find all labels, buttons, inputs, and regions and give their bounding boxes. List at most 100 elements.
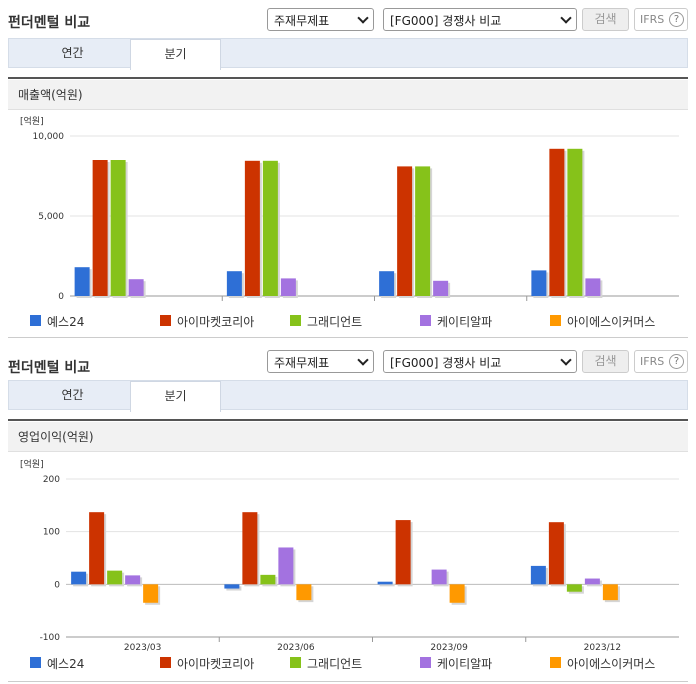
bar xyxy=(397,166,413,296)
search-button[interactable]: 검색 xyxy=(582,8,629,31)
bar xyxy=(548,522,564,585)
bar xyxy=(74,267,90,296)
compare-select[interactable]: [FG000] 경쟁사 비교 xyxy=(383,350,577,373)
bar xyxy=(431,569,447,585)
bar xyxy=(549,148,565,296)
legend-swatch xyxy=(550,315,561,326)
legend-swatch xyxy=(30,657,41,668)
operating-profit-chart: [억원] -100 0 100 200 2023/03 2023/06 2023/09 2023… xyxy=(20,458,679,653)
bar xyxy=(92,160,108,296)
bar xyxy=(71,571,87,585)
bar xyxy=(530,565,546,585)
bar xyxy=(433,280,449,296)
bar xyxy=(89,512,105,585)
search-button[interactable]: 검색 xyxy=(582,350,629,373)
legend-label: 예스24 xyxy=(47,657,85,671)
compare-select-value: [FG000] 경쟁사 비교 xyxy=(390,356,502,370)
legend-label: 케이티알파 xyxy=(437,657,493,671)
legend-label: 아이마켓코리아 xyxy=(177,315,255,329)
x-tick-label: 2023/12 xyxy=(584,643,621,653)
bar xyxy=(224,584,240,589)
toolbar: 펀더멘털 비교 주재무제표 [FG000] 경쟁사 비교 검색 IFRS ? xyxy=(0,341,696,376)
tab-quarterly[interactable]: 분기 xyxy=(130,381,221,412)
period-tabs: 연간 분기 xyxy=(8,38,688,70)
bar xyxy=(585,278,601,296)
bar xyxy=(377,581,393,585)
bar xyxy=(296,584,312,601)
bar xyxy=(242,512,258,585)
divider xyxy=(8,681,688,682)
subject-select[interactable]: 주재무제표 xyxy=(267,8,374,31)
bar xyxy=(110,160,126,296)
bar-shadow xyxy=(379,583,395,587)
legend-swatch xyxy=(290,315,301,326)
legend-swatch xyxy=(420,315,431,326)
legend-swatch xyxy=(290,657,301,668)
subject-select-value: 주재무제표 xyxy=(274,356,330,370)
bar xyxy=(143,584,159,603)
legend-swatch xyxy=(160,657,171,668)
bar xyxy=(531,270,547,296)
legend-label: 아이에스이커머스 xyxy=(567,315,656,329)
bar xyxy=(379,271,395,296)
y-tick-label: 200 xyxy=(43,475,60,485)
bar xyxy=(262,160,278,296)
bar xyxy=(260,574,276,585)
bar xyxy=(226,271,242,296)
legend-label: 케이티알파 xyxy=(437,315,493,329)
chevron-down-icon xyxy=(357,354,369,366)
legend-swatch xyxy=(160,315,171,326)
chevron-down-icon xyxy=(560,12,572,24)
bar xyxy=(415,166,431,296)
chevron-down-icon xyxy=(357,12,369,24)
legend-swatch xyxy=(30,315,41,326)
bar xyxy=(602,584,618,601)
bar xyxy=(128,279,144,296)
ifrs-label: IFRS xyxy=(640,355,665,368)
compare-select-value: [FG000] 경쟁사 비교 xyxy=(390,14,502,28)
y-tick-label: 5,000 xyxy=(38,212,64,222)
y-tick-label: 100 xyxy=(43,528,60,538)
legend-label: 아이마켓코리아 xyxy=(177,657,255,671)
help-icon[interactable]: ? xyxy=(669,354,684,369)
unit-label: [억원] xyxy=(20,115,44,127)
period-tabs: 연간 분기 xyxy=(8,380,688,412)
y-tick-label: 10,000 xyxy=(33,132,65,142)
ifrs-button[interactable]: IFRS ? xyxy=(634,8,688,31)
tab-annual[interactable]: 연간 xyxy=(61,388,84,402)
bar xyxy=(125,575,141,585)
compare-select[interactable]: [FG000] 경쟁사 비교 xyxy=(383,8,577,31)
bar xyxy=(280,278,296,296)
subject-select[interactable]: 주재무제표 xyxy=(267,350,374,373)
panel-operating-profit: 펀더멘털 비교 주재무제표 [FG000] 경쟁사 비교 검색 IFRS ? 연… xyxy=(0,341,696,684)
panel-sales: 펀더멘털 비교 주재무제표 [FG000] 경쟁사 비교 검색 IFRS ? 연… xyxy=(0,0,696,340)
chart-legend: 예스24 아이마켓코리아 그래디언트 케이티알파 아이에스이커머스 xyxy=(30,313,690,329)
legend-label: 아이에스이커머스 xyxy=(567,657,656,671)
ifrs-label: IFRS xyxy=(640,13,665,26)
bar xyxy=(567,148,583,296)
divider xyxy=(8,337,688,338)
legend-swatch xyxy=(550,657,561,668)
tab-quarterly[interactable]: 분기 xyxy=(130,39,221,70)
bar xyxy=(584,578,600,585)
divider xyxy=(8,77,688,79)
help-icon[interactable]: ? xyxy=(669,12,684,27)
metric-title: 매출액(억원) xyxy=(8,80,688,110)
ifrs-button[interactable]: IFRS ? xyxy=(634,350,688,373)
x-tick-label: 2023/09 xyxy=(430,643,468,653)
bar xyxy=(566,584,582,592)
legend-label: 그래디언트 xyxy=(307,315,363,329)
section-title: 펀더멘털 비교 xyxy=(8,15,91,31)
bar xyxy=(395,520,411,585)
x-tick-label: 2023/03 xyxy=(124,643,161,653)
bar xyxy=(278,547,294,585)
subject-select-value: 주재무제표 xyxy=(274,14,330,28)
chevron-down-icon xyxy=(560,354,572,366)
tab-annual[interactable]: 연간 xyxy=(61,46,84,60)
legend-label: 예스24 xyxy=(47,315,85,329)
divider xyxy=(8,419,688,421)
x-tick-label: 2023/06 xyxy=(277,643,315,653)
bar xyxy=(449,584,465,603)
bar xyxy=(244,160,260,296)
sales-chart: [억원]05,00010,0002023/032023/062023/09202… xyxy=(20,115,679,302)
